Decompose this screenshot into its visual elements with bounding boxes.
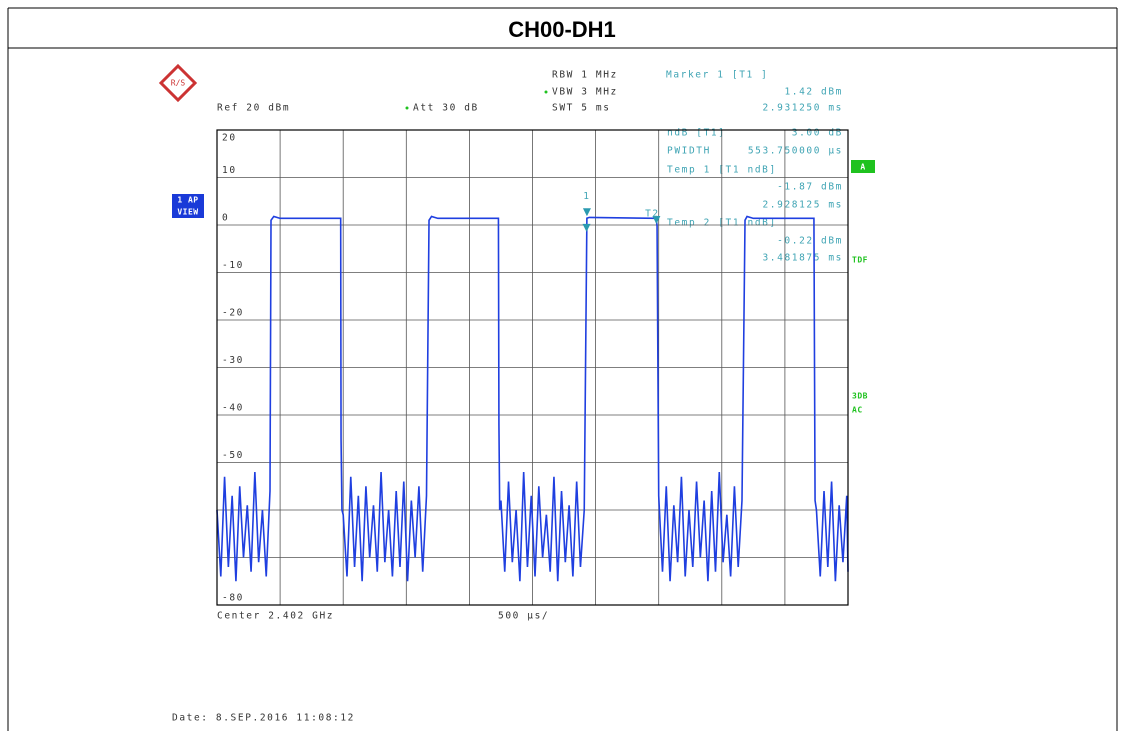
marker-label: 1	[583, 191, 590, 202]
side-label: 3DB	[852, 392, 868, 401]
star	[544, 90, 548, 94]
marker	[582, 208, 591, 217]
marker-time: 2.931250 ms	[762, 103, 843, 114]
y-tick-label: -30	[222, 355, 244, 366]
y-tick-label: -80	[222, 593, 244, 604]
swt: SWT 5 ms	[552, 103, 611, 114]
temp1-time: 2.928125 ms	[762, 200, 843, 211]
marker	[652, 216, 661, 225]
ndb-value: 3.00 dB	[792, 128, 843, 139]
side-label: 1 AP	[177, 196, 198, 205]
temp1: Temp 1 [T1 ndB]	[667, 165, 777, 176]
plot-frame	[216, 129, 849, 606]
star	[405, 106, 409, 110]
y-tick-label: -50	[222, 450, 244, 461]
title: CH00-DH1	[508, 17, 616, 42]
side-label: VIEW	[177, 208, 198, 217]
temp2-level: -0.22 dBm	[777, 236, 843, 247]
side-label: TDF	[852, 256, 868, 265]
trace	[216, 215, 849, 582]
plot: 20 10 0 -10 -20 -30 -40 -50 -80 1 T2	[216, 129, 849, 606]
y-tick-label: -20	[222, 308, 244, 319]
marker-label: T2	[645, 209, 660, 220]
side-label: AC	[852, 406, 863, 415]
svg-text:R/S: R/S	[171, 79, 186, 88]
pwidth-value: 553.750000 µs	[748, 146, 843, 157]
temp2: Temp 2 [T1 ndB]	[667, 218, 777, 229]
date: Date: 8.SEP.2016 11:08:12	[172, 713, 355, 724]
center: Center 2.402 GHz	[217, 611, 334, 622]
vbw: VBW 3 MHz	[552, 87, 618, 98]
y-tick-label: -40	[222, 403, 244, 414]
span: 500 µs/	[498, 611, 549, 622]
y-tick-label: 10	[222, 165, 237, 176]
a-box	[851, 160, 875, 173]
logo: R/S	[158, 63, 198, 103]
rbw: RBW 1 MHz	[552, 70, 618, 81]
att: Att 30 dB	[413, 103, 479, 114]
temp2-time: 3.481875 ms	[762, 253, 843, 264]
side-label: A	[860, 163, 865, 172]
ndb: ndB [T1]	[667, 128, 726, 139]
ref: Ref 20 dBm	[217, 103, 290, 114]
y-tick-label: 0	[222, 213, 229, 224]
marker-title: Marker 1 [T1 ]	[666, 70, 768, 81]
pwidth: PWIDTH	[667, 146, 711, 157]
marker-level: 1.42 dBm	[784, 87, 843, 98]
y-tick-label: -10	[222, 260, 244, 271]
marker	[582, 223, 591, 232]
y-tick-label: 20	[222, 133, 237, 144]
temp1-level: -1.87 dBm	[777, 182, 843, 193]
view-box	[172, 194, 204, 218]
